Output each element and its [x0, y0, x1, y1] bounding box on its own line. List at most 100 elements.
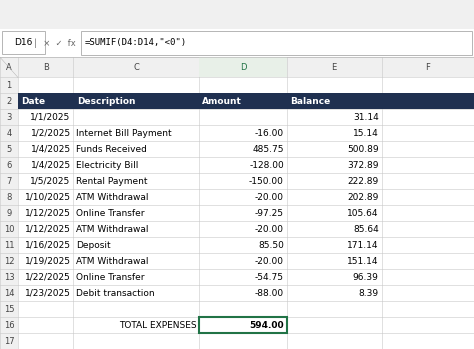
FancyBboxPatch shape: [199, 317, 287, 333]
Text: 5: 5: [6, 145, 12, 154]
Text: 594.00: 594.00: [249, 320, 284, 329]
Text: Electricity Bill: Electricity Bill: [76, 161, 139, 170]
Text: ATM Withdrawal: ATM Withdrawal: [76, 257, 149, 266]
FancyBboxPatch shape: [18, 110, 474, 125]
Text: 85.50: 85.50: [258, 241, 284, 250]
Text: -150.00: -150.00: [249, 177, 284, 186]
FancyBboxPatch shape: [18, 189, 474, 205]
Text: 8: 8: [6, 193, 12, 202]
FancyBboxPatch shape: [18, 205, 474, 221]
Text: 1/4/2025: 1/4/2025: [30, 145, 71, 154]
Text: 1/12/2025: 1/12/2025: [25, 225, 71, 234]
Text: 202.89: 202.89: [347, 193, 379, 202]
Text: Online Transfer: Online Transfer: [76, 209, 145, 218]
Text: 3: 3: [6, 113, 12, 122]
Text: D: D: [240, 63, 246, 72]
Text: 4: 4: [6, 129, 12, 138]
Text: -20.00: -20.00: [255, 257, 284, 266]
FancyBboxPatch shape: [18, 333, 474, 349]
Text: 1/1/2025: 1/1/2025: [30, 113, 71, 122]
Text: -88.00: -88.00: [255, 289, 284, 298]
FancyBboxPatch shape: [18, 94, 474, 110]
Text: C: C: [133, 63, 139, 72]
Text: 1/22/2025: 1/22/2025: [25, 273, 71, 282]
Text: TOTAL EXPENSES: TOTAL EXPENSES: [118, 320, 196, 329]
Text: 13: 13: [4, 273, 14, 282]
Text: 151.14: 151.14: [347, 257, 379, 266]
Text: E: E: [331, 63, 337, 72]
Text: B: B: [43, 63, 49, 72]
FancyBboxPatch shape: [18, 301, 474, 317]
FancyBboxPatch shape: [18, 173, 474, 189]
Text: Description: Description: [77, 97, 135, 106]
Text: F: F: [425, 63, 430, 72]
Text: 1/16/2025: 1/16/2025: [25, 241, 71, 250]
Text: │  ×  ✓  fx: │ × ✓ fx: [33, 38, 76, 48]
Text: 6: 6: [6, 161, 12, 170]
FancyBboxPatch shape: [18, 77, 474, 94]
Text: Amount: Amount: [202, 97, 242, 106]
Text: 2: 2: [6, 97, 12, 106]
Text: -54.75: -54.75: [255, 273, 284, 282]
Text: -20.00: -20.00: [255, 225, 284, 234]
Text: -16.00: -16.00: [255, 129, 284, 138]
FancyBboxPatch shape: [18, 269, 474, 285]
Text: -20.00: -20.00: [255, 193, 284, 202]
Text: 17: 17: [4, 336, 14, 346]
Text: Internet Bill Payment: Internet Bill Payment: [76, 129, 172, 138]
Text: 1/12/2025: 1/12/2025: [25, 209, 71, 218]
FancyBboxPatch shape: [0, 0, 474, 29]
Text: 15.14: 15.14: [353, 129, 379, 138]
FancyBboxPatch shape: [18, 94, 382, 110]
Text: 1/5/2025: 1/5/2025: [30, 177, 71, 186]
Text: ATM Withdrawal: ATM Withdrawal: [76, 193, 149, 202]
FancyBboxPatch shape: [382, 94, 474, 110]
FancyBboxPatch shape: [18, 317, 474, 333]
Text: 8.39: 8.39: [359, 289, 379, 298]
Text: 31.14: 31.14: [353, 113, 379, 122]
Text: Balance: Balance: [290, 97, 330, 106]
FancyBboxPatch shape: [18, 125, 474, 141]
Text: 485.75: 485.75: [253, 145, 284, 154]
Text: 85.64: 85.64: [353, 225, 379, 234]
Text: 222.89: 222.89: [347, 177, 379, 186]
Text: -128.00: -128.00: [249, 161, 284, 170]
Text: 1: 1: [6, 81, 12, 90]
Text: A: A: [6, 63, 12, 72]
FancyBboxPatch shape: [0, 57, 474, 77]
Text: 11: 11: [4, 241, 14, 250]
FancyBboxPatch shape: [2, 31, 45, 54]
Text: 1/23/2025: 1/23/2025: [25, 289, 71, 298]
Text: 1/4/2025: 1/4/2025: [30, 161, 71, 170]
Text: =SUMIF(D4:D14,"<0"): =SUMIF(D4:D14,"<0"): [84, 38, 186, 47]
Text: ATM Withdrawal: ATM Withdrawal: [76, 225, 149, 234]
FancyBboxPatch shape: [0, 29, 474, 57]
FancyBboxPatch shape: [18, 221, 474, 237]
Text: D16: D16: [15, 38, 33, 47]
Text: 7: 7: [6, 177, 12, 186]
Text: 1/2/2025: 1/2/2025: [30, 129, 71, 138]
Text: 9: 9: [6, 209, 12, 218]
FancyBboxPatch shape: [0, 77, 18, 349]
Text: 372.89: 372.89: [347, 161, 379, 170]
FancyBboxPatch shape: [18, 157, 474, 173]
Text: 105.64: 105.64: [347, 209, 379, 218]
FancyBboxPatch shape: [81, 31, 472, 55]
Text: Funds Received: Funds Received: [76, 145, 147, 154]
Text: 14: 14: [4, 289, 14, 298]
Text: Date: Date: [21, 97, 46, 106]
Text: 10: 10: [4, 225, 14, 234]
Text: Deposit: Deposit: [76, 241, 111, 250]
Text: Rental Payment: Rental Payment: [76, 177, 148, 186]
FancyBboxPatch shape: [18, 253, 474, 269]
FancyBboxPatch shape: [18, 237, 474, 253]
Text: 1/10/2025: 1/10/2025: [25, 193, 71, 202]
FancyBboxPatch shape: [199, 57, 287, 77]
Text: 1/19/2025: 1/19/2025: [25, 257, 71, 266]
Text: 15: 15: [4, 305, 14, 313]
Text: 500.89: 500.89: [347, 145, 379, 154]
Text: -97.25: -97.25: [255, 209, 284, 218]
FancyBboxPatch shape: [18, 285, 474, 301]
Text: 171.14: 171.14: [347, 241, 379, 250]
Text: 16: 16: [4, 320, 14, 329]
